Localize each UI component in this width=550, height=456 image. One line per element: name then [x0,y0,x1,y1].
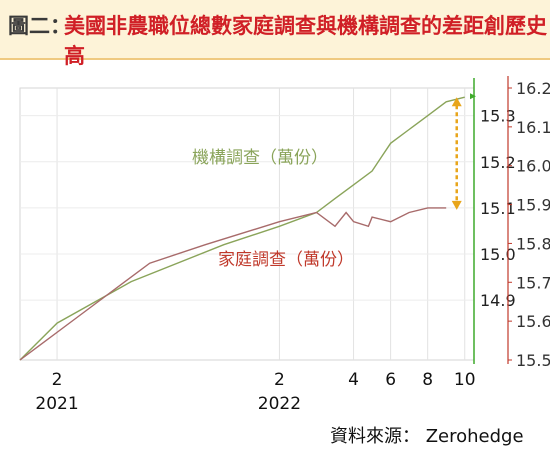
establishment-survey-label: 機構調查（萬份） [192,148,328,168]
source-note: 資料來源： Zerohedge [330,426,524,447]
y-right-tick-label: 15.6 [516,312,550,331]
x-tick-label: 8 [422,370,433,390]
figure-number: 圖二： [8,14,71,38]
gap-arrow-head-down [451,200,462,210]
figure-title: 美國非農職位總數家庭調查與機構調查的差距創歷史高 [64,14,547,68]
x-tick-label: 10 [454,370,476,390]
y-left-tick-label: 15.0 [480,245,516,264]
x-tick-label: 2022 [258,394,301,414]
x-tick-label: 6 [385,370,396,390]
y-right-tick-label: 16.2 [516,79,550,98]
establishment-survey-line [19,96,465,361]
axis-pointer-icon [470,93,476,100]
x-tick-label: 2021 [35,394,78,414]
x-tick-label: 4 [348,370,359,390]
y-right-tick-label: 16.0 [516,157,550,176]
y-left-tick-label: 15.3 [480,107,516,126]
plot-area [19,87,475,361]
y-right-tick-label: 16.1 [516,118,550,137]
x-tick-label: 2 [52,370,63,390]
gap-arrow-head-up [451,97,462,107]
title-banner: 圖二： 美國非農職位總數家庭調查與機構調查的差距創歷史高 [0,0,550,68]
y-right-tick-label: 15.9 [516,196,550,215]
y-left-tick-label: 14.9 [480,291,516,310]
y-left-tick-label: 15.2 [480,153,516,172]
household-survey-line [19,207,447,361]
household-survey-label: 家庭調查（萬份） [218,250,354,270]
y-left-tick-label: 15.1 [480,199,516,218]
y-right-tick-label: 15.7 [516,273,550,292]
x-tick-label: 2 [274,370,285,390]
y-right-tick-label: 15.5 [516,351,550,370]
y-right-tick-label: 15.8 [516,234,550,253]
